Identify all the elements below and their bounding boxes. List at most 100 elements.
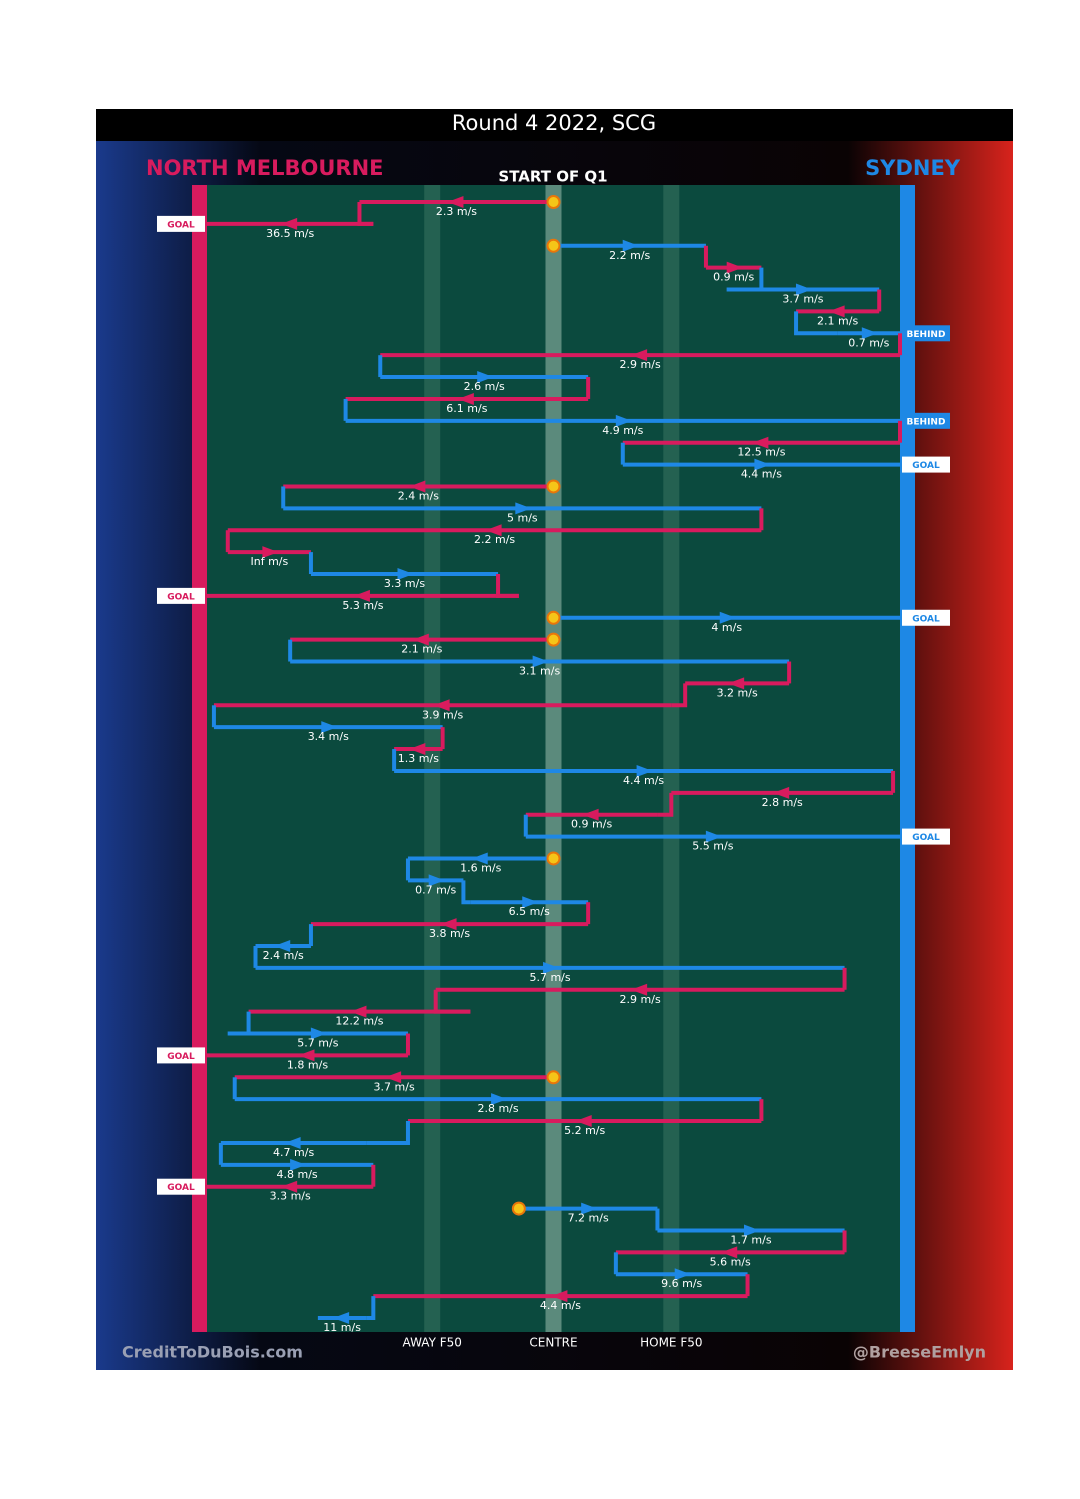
arrow (705, 830, 722, 843)
arrow (795, 283, 812, 296)
chain-start (546, 479, 561, 494)
speed-label: 1.7 m/s (730, 1233, 771, 1246)
speed-label: 3.3 m/s (270, 1190, 311, 1203)
arrow (752, 436, 769, 449)
speed-label: 5.7 m/s (529, 971, 570, 984)
speed-label: 3.3 m/s (384, 577, 425, 590)
outcome-label: GOAL (912, 833, 940, 843)
arrow (575, 1115, 592, 1128)
arrow (281, 1180, 298, 1193)
arrow (447, 196, 464, 208)
arrow (551, 1290, 568, 1303)
chart-title: Round 4 2022, SCG (452, 111, 656, 135)
field-band (545, 185, 562, 1332)
arrow (491, 1093, 508, 1106)
speed-label: 3.1 m/s (519, 665, 560, 678)
title-band (96, 109, 1013, 141)
speed-label: 6.1 m/s (446, 402, 487, 415)
x-tick-label: AWAY F50 (403, 1336, 462, 1350)
arrow (719, 611, 736, 624)
arrow (333, 1312, 350, 1324)
outcome-box (157, 1178, 205, 1195)
credit: CreditToDuBois.com (122, 1343, 303, 1362)
speed-label: 2.9 m/s (620, 358, 661, 371)
outcome-box (902, 828, 950, 845)
chain-start (546, 610, 561, 625)
speed-label: 0.9 m/s (713, 271, 754, 284)
arrow (350, 1005, 367, 1018)
outcome-label: GOAL (167, 220, 195, 230)
chain-start (546, 195, 561, 209)
speed-label: 11 m/s (323, 1321, 361, 1334)
speed-label: 2.3 m/s (436, 205, 477, 218)
arrow (353, 589, 370, 602)
arrow (631, 349, 648, 362)
speed-label: 4.4 m/s (540, 1299, 581, 1312)
speed-label: 2.1 m/s (817, 314, 858, 327)
arrow (440, 918, 457, 931)
speed-label: 5.3 m/s (342, 599, 383, 612)
arrow (581, 1202, 598, 1215)
field-band (663, 185, 680, 1332)
outcome-label: BEHIND (907, 330, 946, 340)
arrow (485, 524, 502, 537)
arrow (428, 874, 445, 887)
arrow (385, 1071, 402, 1084)
arrow (515, 502, 532, 515)
connector (671, 683, 688, 708)
arrow (773, 786, 790, 799)
speed-label: 3.9 m/s (422, 708, 463, 721)
x-tick-label: HOME F50 (640, 1336, 702, 1350)
speed-label: 5 m/s (507, 511, 538, 524)
arrow (284, 1136, 301, 1149)
arrow (471, 852, 488, 865)
speed-label: Inf m/s (250, 555, 288, 568)
arrow (532, 655, 549, 668)
speed-label: 2.4 m/s (398, 489, 439, 502)
arrow (274, 940, 291, 952)
arrow (543, 961, 560, 974)
chain-start (546, 1070, 561, 1085)
outcome-label: GOAL (912, 461, 940, 471)
chain-start (546, 851, 561, 866)
arrow (298, 1049, 315, 1062)
arrow (721, 1246, 738, 1259)
outcome-box (157, 587, 205, 604)
credit: @BreeseEmlyn (853, 1343, 986, 1362)
speed-label: 2.9 m/s (620, 993, 661, 1006)
subtitle: START OF Q1 (498, 168, 607, 186)
speed-label: 0.7 m/s (848, 336, 889, 349)
speed-label: 3.2 m/s (717, 686, 758, 699)
speed-label: 5.6 m/s (710, 1255, 751, 1268)
outcome-label: GOAL (167, 1052, 195, 1062)
speed-label: 5.7 m/s (297, 1037, 338, 1050)
arrow (582, 808, 599, 821)
speed-label: 2.4 m/s (263, 949, 304, 962)
speed-label: 2.6 m/s (464, 380, 505, 393)
speed-label: 2.8 m/s (477, 1102, 518, 1115)
arrow (754, 458, 771, 471)
speed-label: 5.5 m/s (692, 840, 733, 853)
chain-start (511, 1201, 526, 1216)
connector (366, 1121, 410, 1145)
outcome-box (157, 1047, 205, 1064)
arrow (728, 677, 745, 690)
outcome-label: BEHIND (907, 417, 946, 427)
arrow (290, 1158, 307, 1171)
speed-label: 4 m/s (711, 621, 742, 634)
chain-start (546, 238, 561, 253)
outcome-box (157, 215, 205, 232)
arrow (828, 305, 845, 318)
chain-start (546, 632, 561, 647)
arrow (433, 699, 450, 712)
speed-label: 12.2 m/s (335, 1015, 383, 1028)
connector (461, 880, 471, 905)
speed-label: 3.8 m/s (429, 927, 470, 940)
speed-label: 6.5 m/s (509, 905, 550, 918)
arrow (861, 327, 878, 340)
arrow (412, 633, 429, 646)
speed-label: 4.8 m/s (277, 1168, 318, 1181)
speed-label: 4.4 m/s (741, 468, 782, 481)
connector (794, 311, 838, 336)
team-name-home: NORTH MELBOURNE (146, 156, 384, 180)
